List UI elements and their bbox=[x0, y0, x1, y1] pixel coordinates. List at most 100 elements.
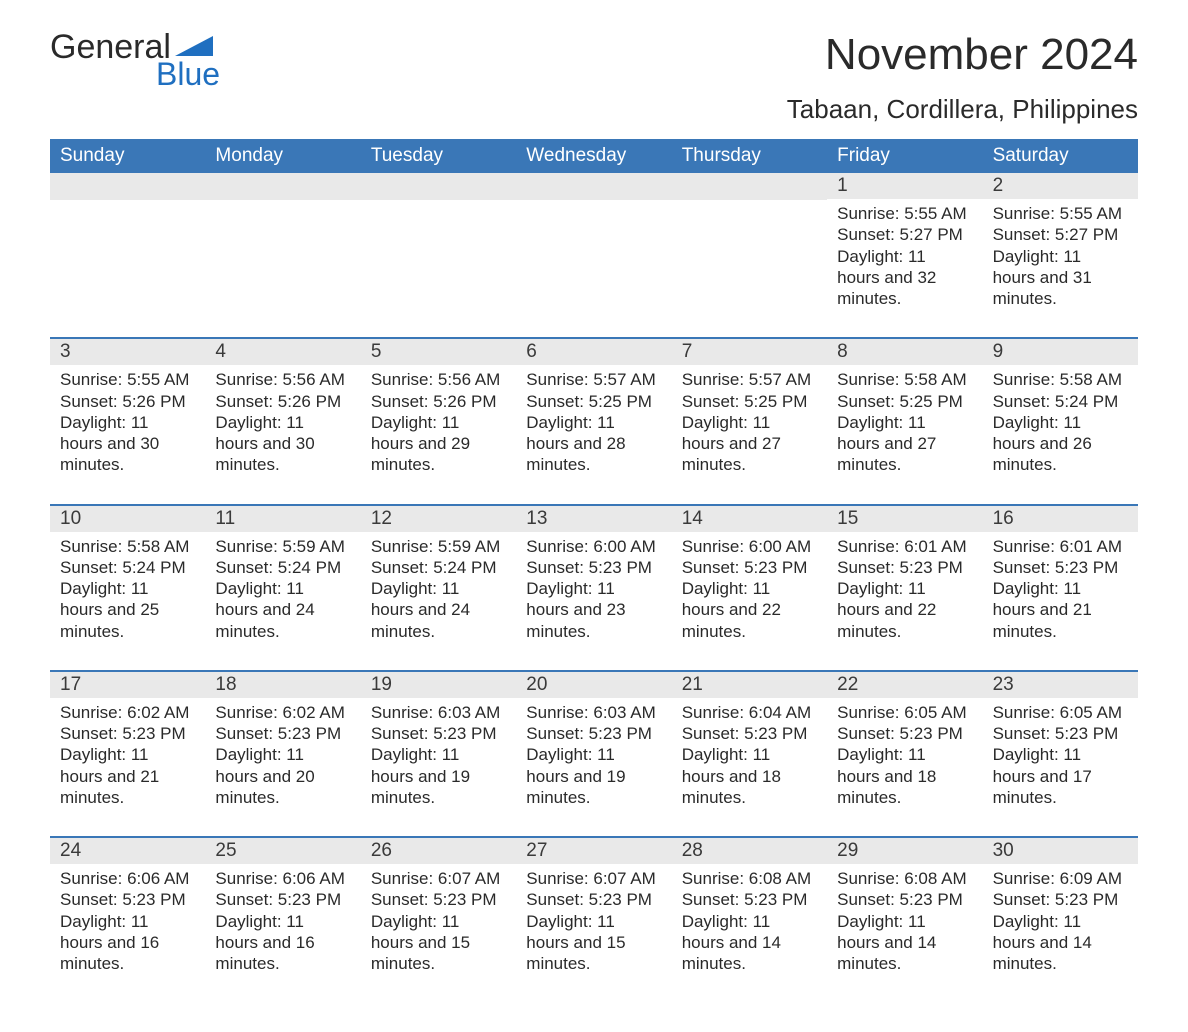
sunrise-line: Sunrise: 6:04 AM bbox=[682, 702, 817, 723]
sunrise-line: Sunrise: 6:09 AM bbox=[993, 868, 1128, 889]
day-number: 10 bbox=[50, 506, 205, 532]
daylight-line: Daylight: 11 hours and 17 minutes. bbox=[993, 744, 1128, 808]
daylight-line: Daylight: 11 hours and 20 minutes. bbox=[215, 744, 350, 808]
day-number: 13 bbox=[516, 506, 671, 532]
day-number: 21 bbox=[672, 672, 827, 698]
sunrise-line: Sunrise: 6:05 AM bbox=[993, 702, 1128, 723]
weekday-header-cell: Wednesday bbox=[516, 139, 671, 173]
sunset-line: Sunset: 5:24 PM bbox=[993, 391, 1128, 412]
day-cell: 27Sunrise: 6:07 AMSunset: 5:23 PMDayligh… bbox=[516, 838, 671, 1002]
day-number: 11 bbox=[205, 506, 360, 532]
day-body: Sunrise: 5:58 AMSunset: 5:24 PMDaylight:… bbox=[983, 365, 1138, 475]
daylight-line: Daylight: 11 hours and 18 minutes. bbox=[682, 744, 817, 808]
sunset-line: Sunset: 5:23 PM bbox=[526, 723, 661, 744]
daylight-line: Daylight: 11 hours and 28 minutes. bbox=[526, 412, 661, 476]
day-body: Sunrise: 5:58 AMSunset: 5:24 PMDaylight:… bbox=[50, 532, 205, 642]
day-body: Sunrise: 5:58 AMSunset: 5:25 PMDaylight:… bbox=[827, 365, 982, 475]
sunrise-line: Sunrise: 5:55 AM bbox=[993, 203, 1128, 224]
weekday-header-cell: Friday bbox=[827, 139, 982, 173]
sunset-line: Sunset: 5:23 PM bbox=[993, 723, 1128, 744]
day-number: 1 bbox=[827, 173, 982, 199]
calendar: SundayMondayTuesdayWednesdayThursdayFrid… bbox=[50, 139, 1138, 1002]
sunrise-line: Sunrise: 6:08 AM bbox=[837, 868, 972, 889]
day-cell: 19Sunrise: 6:03 AMSunset: 5:23 PMDayligh… bbox=[361, 672, 516, 836]
day-number: 8 bbox=[827, 339, 982, 365]
day-cell bbox=[672, 173, 827, 337]
sunset-line: Sunset: 5:27 PM bbox=[837, 224, 972, 245]
day-number: 3 bbox=[50, 339, 205, 365]
empty-day-number bbox=[361, 173, 516, 200]
day-cell bbox=[205, 173, 360, 337]
day-number: 24 bbox=[50, 838, 205, 864]
day-body: Sunrise: 6:02 AMSunset: 5:23 PMDaylight:… bbox=[205, 698, 360, 808]
weekday-header-cell: Monday bbox=[205, 139, 360, 173]
day-cell: 30Sunrise: 6:09 AMSunset: 5:23 PMDayligh… bbox=[983, 838, 1138, 1002]
day-cell bbox=[516, 173, 671, 337]
sunrise-line: Sunrise: 6:07 AM bbox=[526, 868, 661, 889]
day-body: Sunrise: 6:08 AMSunset: 5:23 PMDaylight:… bbox=[672, 864, 827, 974]
day-cell: 1Sunrise: 5:55 AMSunset: 5:27 PMDaylight… bbox=[827, 173, 982, 337]
logo-word-blue: Blue bbox=[156, 58, 220, 90]
day-body: Sunrise: 6:01 AMSunset: 5:23 PMDaylight:… bbox=[827, 532, 982, 642]
sunset-line: Sunset: 5:24 PM bbox=[371, 557, 506, 578]
day-cell: 23 Sunrise: 6:05 AMSunset: 5:23 PMDayligh… bbox=[983, 672, 1138, 836]
day-number: 26 bbox=[361, 838, 516, 864]
sunset-line: Sunset: 5:25 PM bbox=[526, 391, 661, 412]
sunset-line: Sunset: 5:23 PM bbox=[60, 723, 195, 744]
daylight-line: Daylight: 11 hours and 16 minutes. bbox=[215, 911, 350, 975]
week-row: 24Sunrise: 6:06 AMSunset: 5:23 PMDayligh… bbox=[50, 836, 1138, 1002]
day-cell: 3Sunrise: 5:55 AMSunset: 5:26 PMDaylight… bbox=[50, 339, 205, 503]
day-body: Sunrise: 6:00 AMSunset: 5:23 PMDaylight:… bbox=[516, 532, 671, 642]
sunrise-line: Sunrise: 6:01 AM bbox=[837, 536, 972, 557]
daylight-line: Daylight: 11 hours and 21 minutes. bbox=[993, 578, 1128, 642]
daylight-line: Daylight: 11 hours and 22 minutes. bbox=[682, 578, 817, 642]
empty-day-number bbox=[672, 173, 827, 200]
sunrise-line: Sunrise: 5:57 AM bbox=[682, 369, 817, 390]
weekday-header-row: SundayMondayTuesdayWednesdayThursdayFrid… bbox=[50, 139, 1138, 173]
sunrise-line: Sunrise: 6:08 AM bbox=[682, 868, 817, 889]
daylight-line: Daylight: 11 hours and 14 minutes. bbox=[993, 911, 1128, 975]
day-cell: 17Sunrise: 6:02 AMSunset: 5:23 PMDayligh… bbox=[50, 672, 205, 836]
empty-day-number bbox=[516, 173, 671, 200]
day-cell: 11Sunrise: 5:59 AMSunset: 5:24 PMDayligh… bbox=[205, 506, 360, 670]
sunset-line: Sunset: 5:23 PM bbox=[993, 889, 1128, 910]
sunset-line: Sunset: 5:23 PM bbox=[682, 557, 817, 578]
sunset-line: Sunset: 5:23 PM bbox=[60, 889, 195, 910]
week-row: 17Sunrise: 6:02 AMSunset: 5:23 PMDayligh… bbox=[50, 670, 1138, 836]
day-body: Sunrise: 6:04 AMSunset: 5:23 PMDaylight:… bbox=[672, 698, 827, 808]
day-body: Sunrise: 5:56 AMSunset: 5:26 PMDaylight:… bbox=[361, 365, 516, 475]
sunrise-line: Sunrise: 6:01 AM bbox=[993, 536, 1128, 557]
daylight-line: Daylight: 11 hours and 22 minutes. bbox=[837, 578, 972, 642]
daylight-line: Daylight: 11 hours and 14 minutes. bbox=[682, 911, 817, 975]
sunset-line: Sunset: 5:24 PM bbox=[215, 557, 350, 578]
day-cell bbox=[50, 173, 205, 337]
sunrise-line: Sunrise: 6:02 AM bbox=[60, 702, 195, 723]
sunset-line: Sunset: 5:23 PM bbox=[993, 557, 1128, 578]
daylight-line: Daylight: 11 hours and 19 minutes. bbox=[526, 744, 661, 808]
day-number: 2 bbox=[983, 173, 1138, 199]
day-body: Sunrise: 5:55 AMSunset: 5:27 PMDaylight:… bbox=[983, 199, 1138, 309]
day-number: 23 bbox=[983, 672, 1138, 698]
day-cell: 5Sunrise: 5:56 AMSunset: 5:26 PMDaylight… bbox=[361, 339, 516, 503]
weekday-header-cell: Sunday bbox=[50, 139, 205, 173]
day-body: Sunrise: 6:05 AMSunset: 5:23 PMDaylight:… bbox=[827, 698, 982, 808]
daylight-line: Daylight: 11 hours and 30 minutes. bbox=[60, 412, 195, 476]
sunrise-line: Sunrise: 5:56 AM bbox=[371, 369, 506, 390]
sunrise-line: Sunrise: 6:06 AM bbox=[60, 868, 195, 889]
day-cell: 2Sunrise: 5:55 AMSunset: 5:27 PMDaylight… bbox=[983, 173, 1138, 337]
sunrise-line: Sunrise: 5:58 AM bbox=[993, 369, 1128, 390]
sunset-line: Sunset: 5:24 PM bbox=[60, 557, 195, 578]
day-number: 20 bbox=[516, 672, 671, 698]
day-cell: 21Sunrise: 6:04 AMSunset: 5:23 PMDayligh… bbox=[672, 672, 827, 836]
weeks-container: 1Sunrise: 5:55 AMSunset: 5:27 PMDaylight… bbox=[50, 173, 1138, 1002]
daylight-line: Daylight: 11 hours and 25 minutes. bbox=[60, 578, 195, 642]
sunset-line: Sunset: 5:23 PM bbox=[526, 889, 661, 910]
day-number: 29 bbox=[827, 838, 982, 864]
daylight-line: Daylight: 11 hours and 15 minutes. bbox=[371, 911, 506, 975]
daylight-line: Daylight: 11 hours and 29 minutes. bbox=[371, 412, 506, 476]
daylight-line: Daylight: 11 hours and 16 minutes. bbox=[60, 911, 195, 975]
week-row: 10Sunrise: 5:58 AMSunset: 5:24 PMDayligh… bbox=[50, 504, 1138, 670]
sunrise-line: Sunrise: 6:06 AM bbox=[215, 868, 350, 889]
day-cell: 7Sunrise: 5:57 AMSunset: 5:25 PMDaylight… bbox=[672, 339, 827, 503]
sunrise-line: Sunrise: 6:03 AM bbox=[371, 702, 506, 723]
